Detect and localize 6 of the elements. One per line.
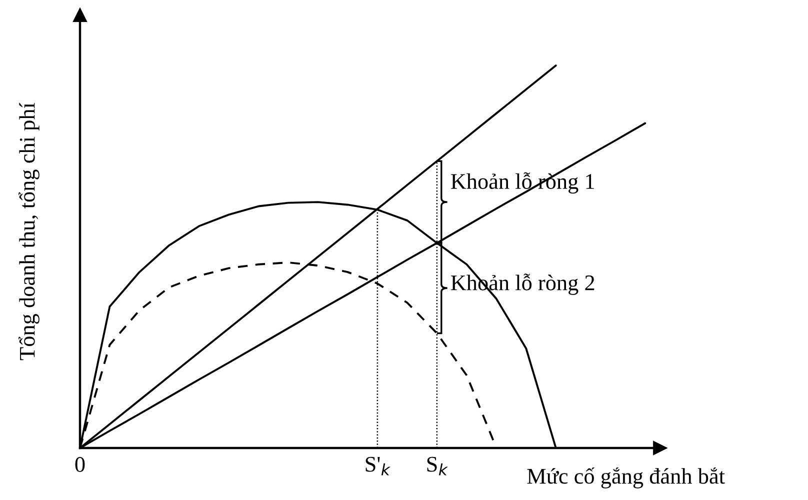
x-tick-label: S$_{k}$ bbox=[427, 456, 448, 476]
x-axis-title: Mức cố gắng đánh bắt bbox=[527, 467, 725, 488]
annotation: Khoản lỗ ròng 1 bbox=[450, 172, 594, 194]
y-axis-title: Tổng doanh thu, tổng chi phí bbox=[18, 102, 40, 360]
x-tick-label: S'$_{k}$ bbox=[366, 456, 390, 476]
x-tick-label: 0 bbox=[75, 456, 85, 472]
